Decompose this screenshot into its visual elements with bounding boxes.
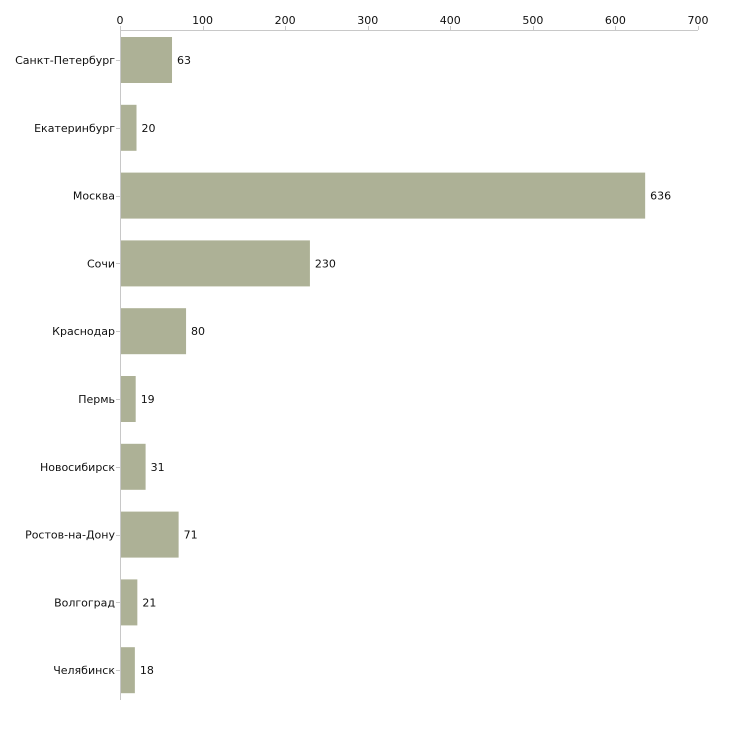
category-label: Санкт-Петербург — [15, 54, 115, 67]
x-tick-label: 200 — [275, 14, 296, 27]
value-label: 31 — [151, 461, 165, 474]
x-tick-label: 100 — [192, 14, 213, 27]
bar — [121, 37, 173, 83]
value-label: 80 — [191, 325, 205, 338]
bar — [121, 376, 136, 422]
bar — [121, 579, 138, 626]
bar — [121, 511, 179, 558]
category-label: Пермь — [78, 393, 115, 406]
category-label: Новосибирск — [40, 461, 115, 474]
category-label: Екатеринбург — [34, 122, 115, 135]
value-label: 20 — [142, 122, 156, 135]
value-label: 19 — [141, 393, 155, 406]
x-tick-label: 0 — [117, 14, 124, 27]
bar — [121, 647, 135, 694]
value-label: 71 — [184, 529, 198, 542]
value-label: 636 — [650, 190, 671, 203]
value-label: 18 — [140, 664, 154, 677]
bar — [121, 443, 146, 490]
bar — [121, 240, 310, 287]
bar — [121, 308, 187, 355]
category-label: Москва — [73, 190, 115, 203]
x-tick-label: 400 — [440, 14, 461, 27]
category-label: Челябинск — [53, 664, 115, 677]
x-tick-label: 500 — [522, 14, 543, 27]
x-tick-label: 300 — [357, 14, 378, 27]
category-label: Краснодар — [52, 325, 115, 338]
bar — [121, 172, 646, 219]
category-label: Волгоград — [54, 596, 115, 609]
category-label: Сочи — [87, 257, 115, 270]
value-label: 63 — [177, 54, 191, 67]
value-label: 230 — [315, 257, 336, 270]
bar — [121, 104, 137, 151]
x-tick-label: 600 — [605, 14, 626, 27]
x-tick-label: 700 — [688, 14, 709, 27]
value-label: 21 — [142, 596, 156, 609]
category-label: Ростов-на-Дону — [25, 529, 115, 542]
